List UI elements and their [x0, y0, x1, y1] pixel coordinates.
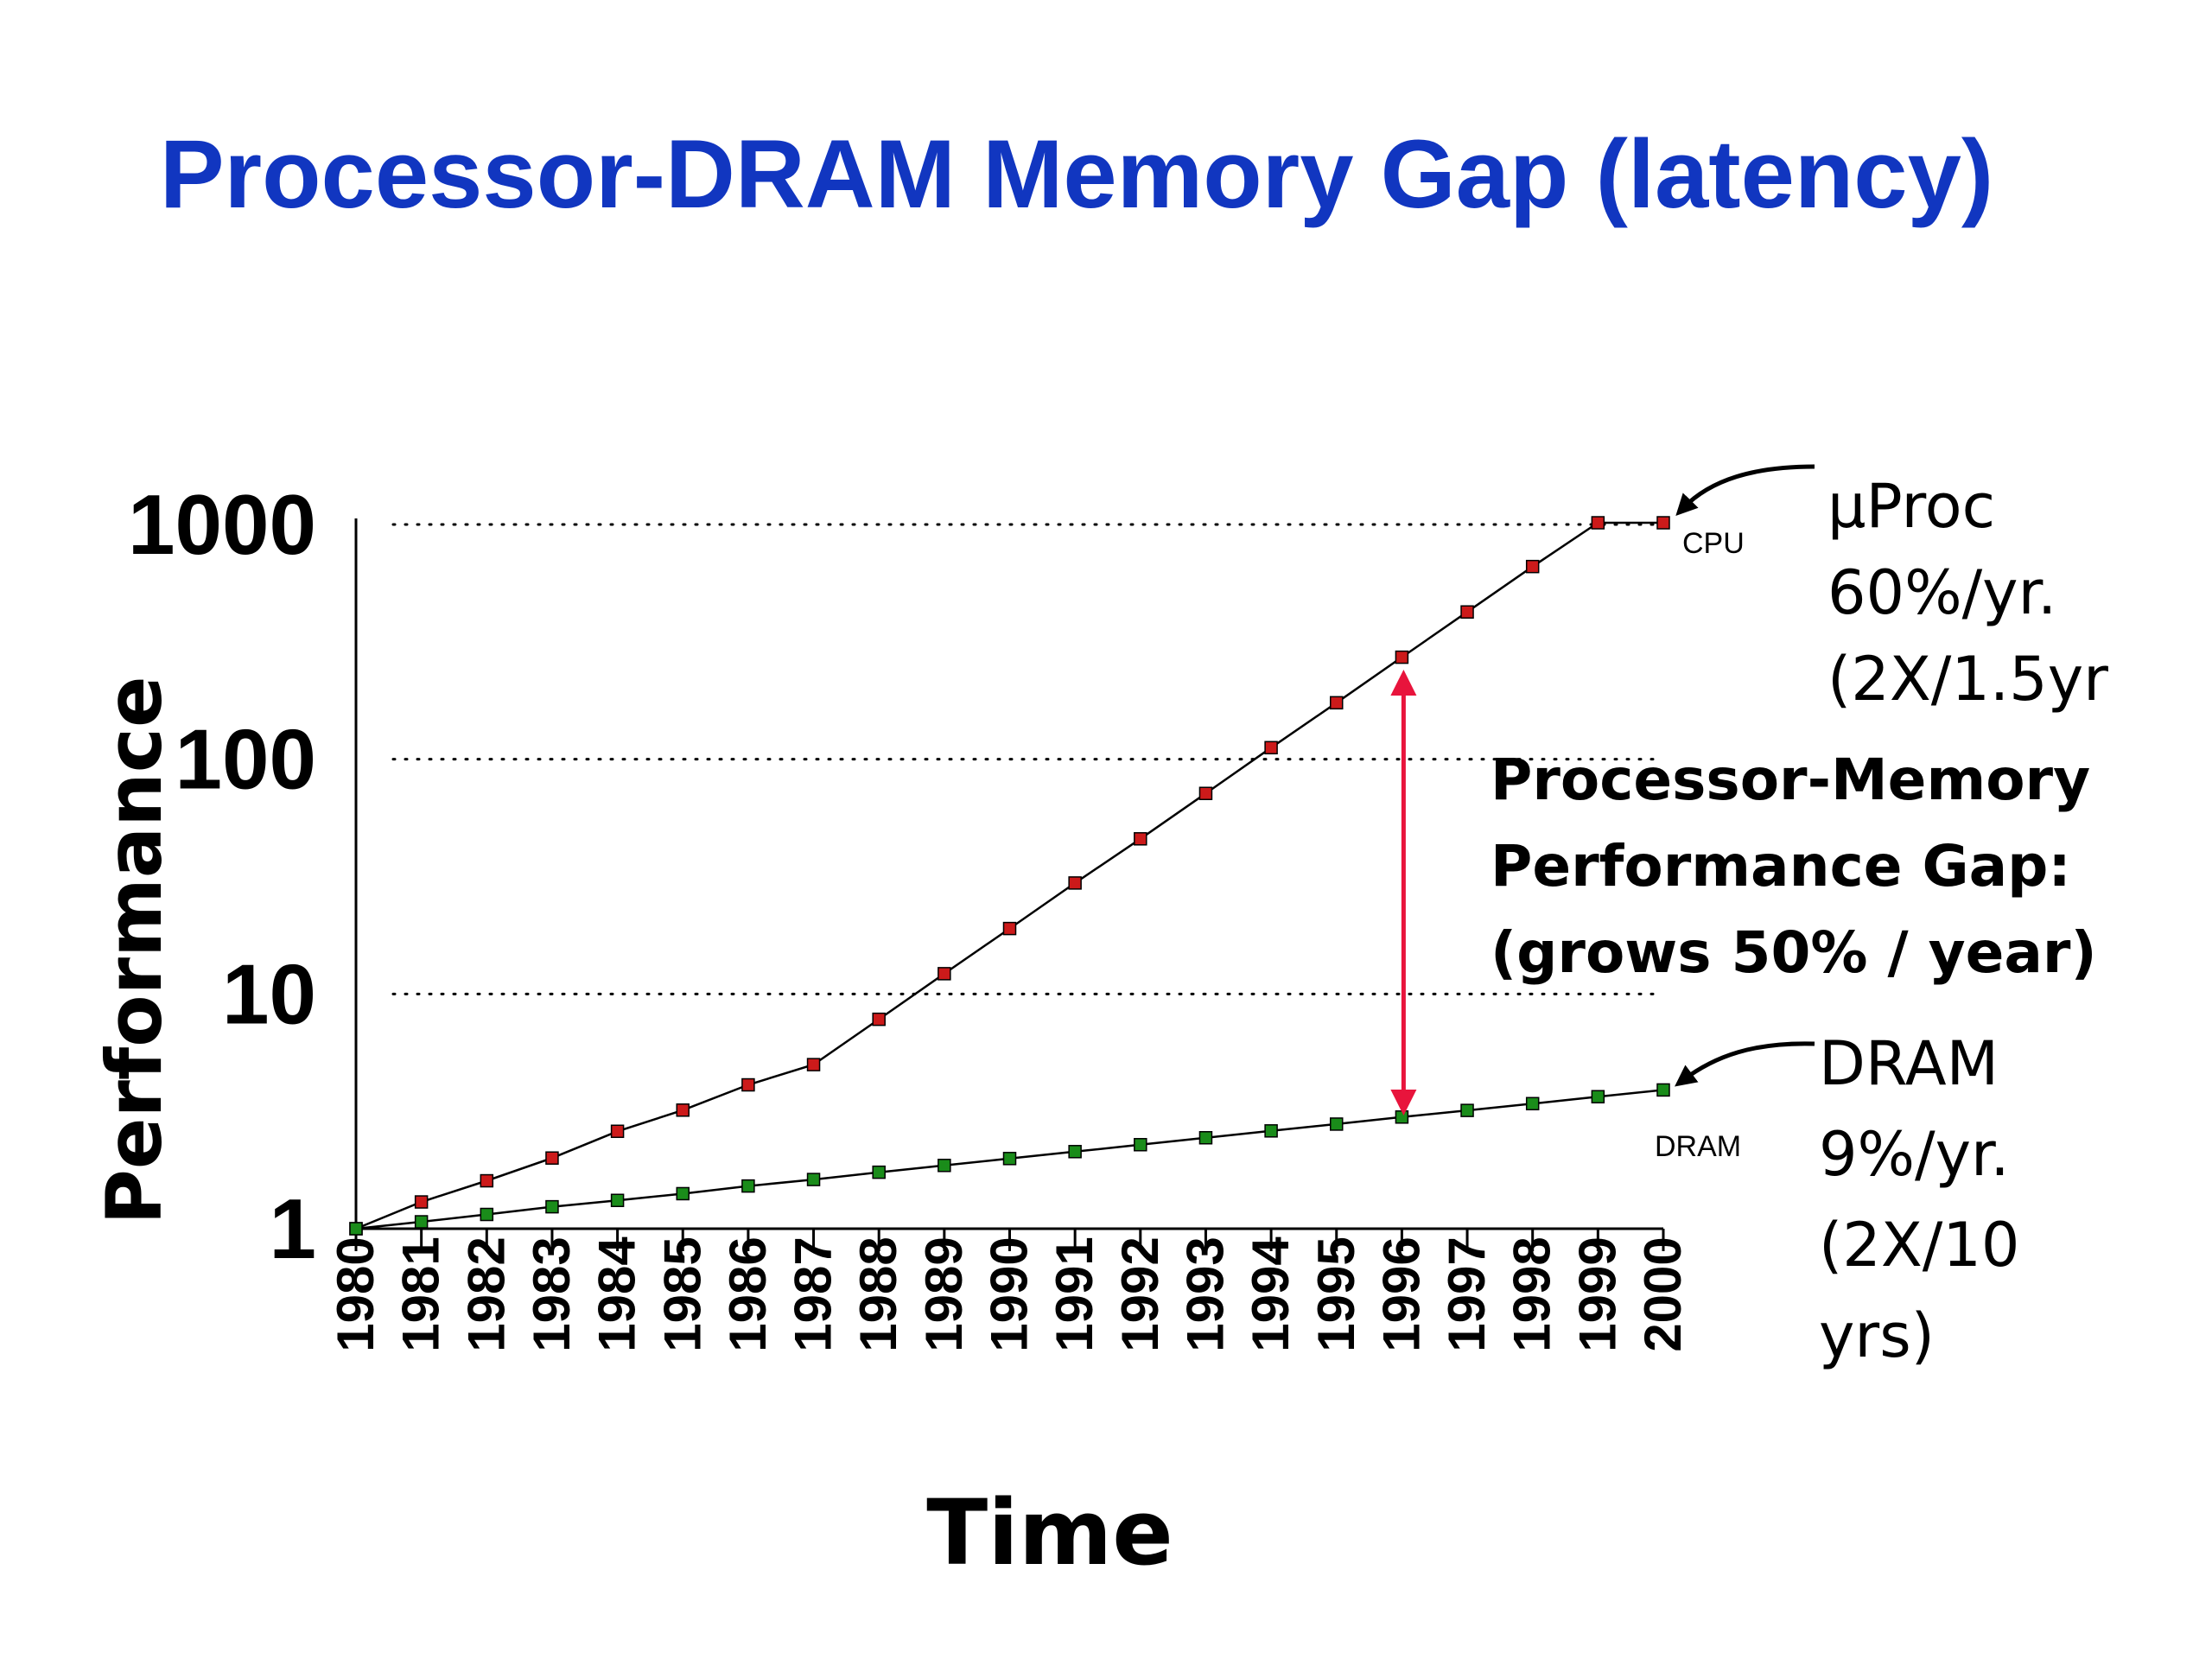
series-line-cpu	[355, 521, 1663, 1230]
y-axis-title: Performance	[90, 676, 179, 1224]
marker-cpu-1987	[806, 1058, 821, 1071]
cpu-series-label: CPU	[1682, 527, 1745, 560]
series-markers	[349, 516, 1670, 1236]
y-tick-label: 1	[269, 1181, 316, 1276]
marker-cpu-1982	[480, 1173, 494, 1188]
marker-cpu-1996	[1395, 650, 1409, 664]
marker-cpu-1990	[1002, 921, 1017, 936]
x-tick-label: 1989	[915, 1236, 973, 1351]
gap-annotation: Processor-Memory Performance Gap: (grows…	[1491, 747, 2097, 986]
gap-annotation-line-2: Performance Gap:	[1491, 833, 2071, 899]
marker-dram-1999	[1591, 1090, 1605, 1103]
dram-pointer-arrow	[1675, 1041, 1815, 1087]
dram-annotation-line-2: 9%/yr.	[1819, 1119, 2010, 1190]
marker-dram-1980	[349, 1222, 363, 1236]
x-tick-label: 1986	[719, 1236, 777, 1351]
dram-annotation-line-4: yrs)	[1819, 1300, 1935, 1371]
dram-annotation-line-3: (2X/10	[1819, 1210, 2019, 1281]
marker-cpu-1985	[676, 1103, 690, 1117]
x-axis-title: Time	[926, 1480, 1173, 1586]
marker-dram-1993	[1198, 1131, 1213, 1145]
y-tick-label: 1000	[128, 477, 316, 572]
cpu-annotation-line-2: 60%/yr.	[1827, 557, 2056, 628]
marker-dram-1994	[1264, 1124, 1278, 1138]
x-tick-label: 1999	[1568, 1236, 1626, 1351]
marker-cpu-1986	[741, 1077, 755, 1092]
cpu-pointer-arrow	[1675, 464, 1815, 516]
x-tick-label: 1996	[1372, 1236, 1430, 1351]
x-tick-labels: 1980 1981 1982 1983 1984 1985 1986 1987 1988 1989…	[327, 1236, 1692, 1352]
marker-cpu-1997	[1460, 605, 1474, 619]
marker-cpu-1984	[610, 1124, 625, 1139]
marker-dram-1995	[1330, 1117, 1344, 1131]
x-tick-label: 1991	[1046, 1236, 1103, 1351]
marker-dram-1998	[1525, 1096, 1540, 1111]
y-tick-label: 100	[175, 712, 316, 807]
marker-dram-1991	[1068, 1145, 1082, 1159]
marker-dram-1992	[1134, 1138, 1147, 1152]
x-tick-label: 1985	[653, 1236, 711, 1351]
x-tick-label: 1988	[849, 1236, 907, 1351]
marker-dram-1983	[545, 1199, 559, 1214]
x-tick-label: 1987	[785, 1236, 842, 1351]
slide-title: Processor-DRAM Memory Gap (latency)	[160, 120, 1993, 228]
series-lines	[355, 521, 1664, 1230]
marker-dram-2000	[1656, 1083, 1670, 1097]
dram-annotation: DRAM 9%/yr. (2X/10 yrs)	[1819, 1028, 2019, 1371]
dram-annotation-line-1: DRAM	[1819, 1028, 1999, 1099]
x-tick-label: 1997	[1438, 1236, 1496, 1351]
x-tick-label: 1994	[1242, 1236, 1300, 1352]
cpu-annotation: µProc 60%/yr. (2X/1.5yr	[1827, 471, 2108, 715]
x-tick-label: 1983	[523, 1236, 581, 1351]
x-tick-label: 2000	[1634, 1236, 1692, 1351]
marker-dram-1986	[741, 1179, 755, 1193]
grid-lines	[391, 523, 1665, 995]
marker-dram-1989	[938, 1159, 951, 1173]
cpu-annotation-line-3: (2X/1.5yr	[1827, 644, 2108, 715]
marker-cpu-1992	[1134, 832, 1147, 846]
x-tick-label: 1981	[392, 1236, 450, 1351]
marker-cpu-2000	[1656, 516, 1670, 530]
x-tick-label: 1980	[327, 1236, 385, 1351]
marker-cpu-1991	[1068, 876, 1082, 890]
x-tick-label: 1992	[1111, 1236, 1169, 1351]
marker-cpu-1998	[1525, 559, 1540, 574]
x-tick-label: 1990	[981, 1236, 1039, 1351]
marker-cpu-1981	[414, 1195, 429, 1209]
cpu-annotation-line-1: µProc	[1827, 471, 1995, 542]
x-tick-label: 1998	[1503, 1236, 1561, 1351]
marker-cpu-1988	[872, 1012, 886, 1027]
x-tick-label: 1982	[457, 1236, 515, 1351]
marker-dram-1990	[1002, 1152, 1017, 1166]
marker-cpu-1983	[545, 1151, 559, 1165]
gap-annotation-line-1: Processor-Memory	[1491, 747, 2090, 813]
x-tick-label: 1995	[1307, 1236, 1365, 1351]
marker-cpu-1989	[938, 967, 951, 981]
marker-dram-1985	[676, 1186, 690, 1201]
y-tick-labels: 1 10 100 1000	[128, 477, 316, 1276]
dram-series-label: DRAM	[1655, 1130, 1741, 1163]
x-tick-label: 1984	[588, 1236, 646, 1352]
marker-dram-1988	[872, 1165, 886, 1179]
marker-dram-1987	[806, 1173, 821, 1186]
chart-axes	[354, 518, 1665, 1251]
marker-dram-1981	[414, 1215, 429, 1229]
marker-cpu-1995	[1330, 696, 1344, 710]
marker-dram-1982	[480, 1207, 494, 1222]
marker-cpu-1999	[1591, 516, 1605, 530]
marker-dram-1984	[610, 1193, 625, 1207]
marker-dram-1996	[1395, 1110, 1409, 1124]
x-tick-label: 1993	[1176, 1236, 1234, 1351]
marker-dram-1997	[1460, 1103, 1474, 1117]
gap-annotation-line-3: (grows 50% / year)	[1491, 919, 2097, 986]
marker-cpu-1993	[1198, 786, 1213, 800]
y-tick-label: 10	[222, 946, 316, 1041]
marker-cpu-1994	[1264, 741, 1278, 755]
